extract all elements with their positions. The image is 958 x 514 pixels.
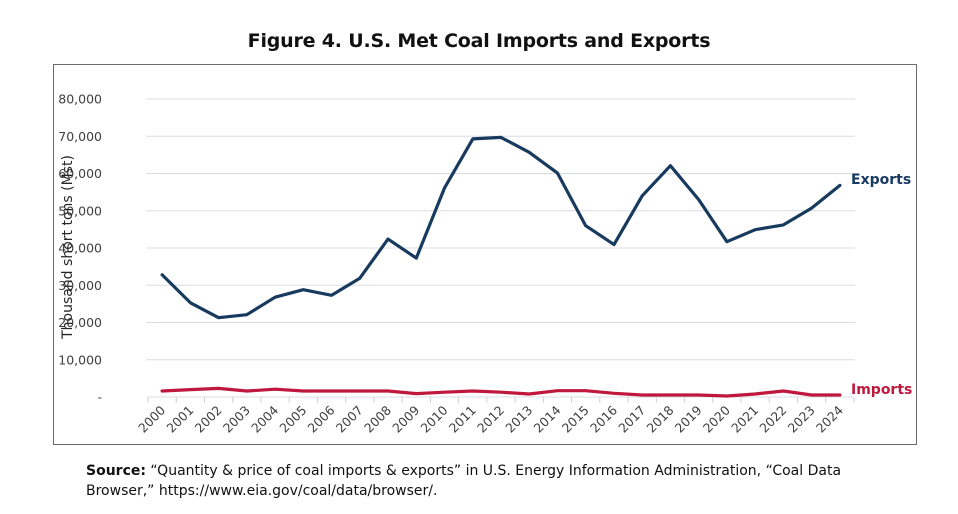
x-tick-label: 2023 [785, 403, 818, 436]
y-axis-ticks: - 10,000 20,000 30,000 40,000 50,000 60,000 70,… [58, 92, 102, 405]
x-tick-label: 2013 [502, 403, 535, 436]
y-tick-label: 30,000 [58, 278, 102, 293]
y-tick-label: 60,000 [58, 166, 102, 181]
source-label: Source: [86, 463, 146, 479]
x-tick-label: 2001 [163, 403, 196, 436]
y-axis-title: Thousand short tons (Mst) [60, 155, 76, 340]
gridlines [146, 98, 855, 398]
chart-frame: - 10,000 20,000 30,000 40,000 50,000 60,000 70,… [53, 64, 917, 445]
series-lines [160, 135, 842, 398]
x-tick-label: 2006 [305, 402, 338, 435]
x-tick-label: 2016 [587, 402, 620, 435]
x-tick-label: 2005 [276, 403, 309, 436]
series-line-exports [160, 135, 842, 320]
x-tick-label: 2020 [700, 402, 733, 435]
y-tick-label: 70,000 [58, 129, 102, 144]
x-tick-label: 2015 [559, 403, 592, 436]
line-chart: - 10,000 20,000 30,000 40,000 50,000 60,000 70,… [58, 92, 912, 436]
x-tick-label: 2014 [530, 402, 563, 435]
source-text: “Quantity & price of coal imports & expo… [86, 463, 842, 499]
x-tick-label: 2019 [672, 402, 705, 435]
x-tick-label: 2003 [220, 403, 253, 436]
x-tick-label: 2017 [615, 403, 648, 436]
source-note: Source: “Quantity & price of coal import… [86, 461, 906, 501]
x-tick-label: 2021 [728, 403, 761, 436]
series-labels: Exports Imports [851, 172, 912, 398]
series-label-exports: Exports [851, 172, 911, 188]
x-tick-label: 2011 [446, 403, 479, 436]
x-tick-label: 2008 [361, 402, 394, 435]
x-tick-label: 2000 [135, 402, 168, 435]
x-tick-label: 2012 [474, 403, 507, 436]
series-line-imports [160, 386, 842, 398]
x-tick-label: 2009 [389, 402, 422, 435]
x-tick-label: 2024 [813, 402, 846, 435]
y-tick-label: 20,000 [58, 315, 102, 330]
y-tick-label: 50,000 [58, 203, 102, 218]
x-tick-label: 2022 [756, 403, 789, 436]
series-label-imports: Imports [851, 382, 912, 398]
chart-title: Figure 4. U.S. Met Coal Imports and Expo… [247, 30, 711, 52]
x-axis-ticks: 2000200120022003200420052006200720082009… [135, 397, 855, 436]
x-tick-label: 2004 [248, 402, 281, 435]
x-tick-label: 2010 [418, 402, 451, 435]
y-tick-label: 80,000 [58, 92, 102, 107]
y-tick-label: 40,000 [58, 241, 102, 256]
x-tick-label: 2018 [643, 402, 676, 435]
y-tick-label: 10,000 [58, 352, 102, 367]
x-tick-label: 2002 [192, 403, 225, 436]
x-tick-label: 2007 [333, 403, 366, 436]
y-tick-label: - [97, 390, 102, 405]
